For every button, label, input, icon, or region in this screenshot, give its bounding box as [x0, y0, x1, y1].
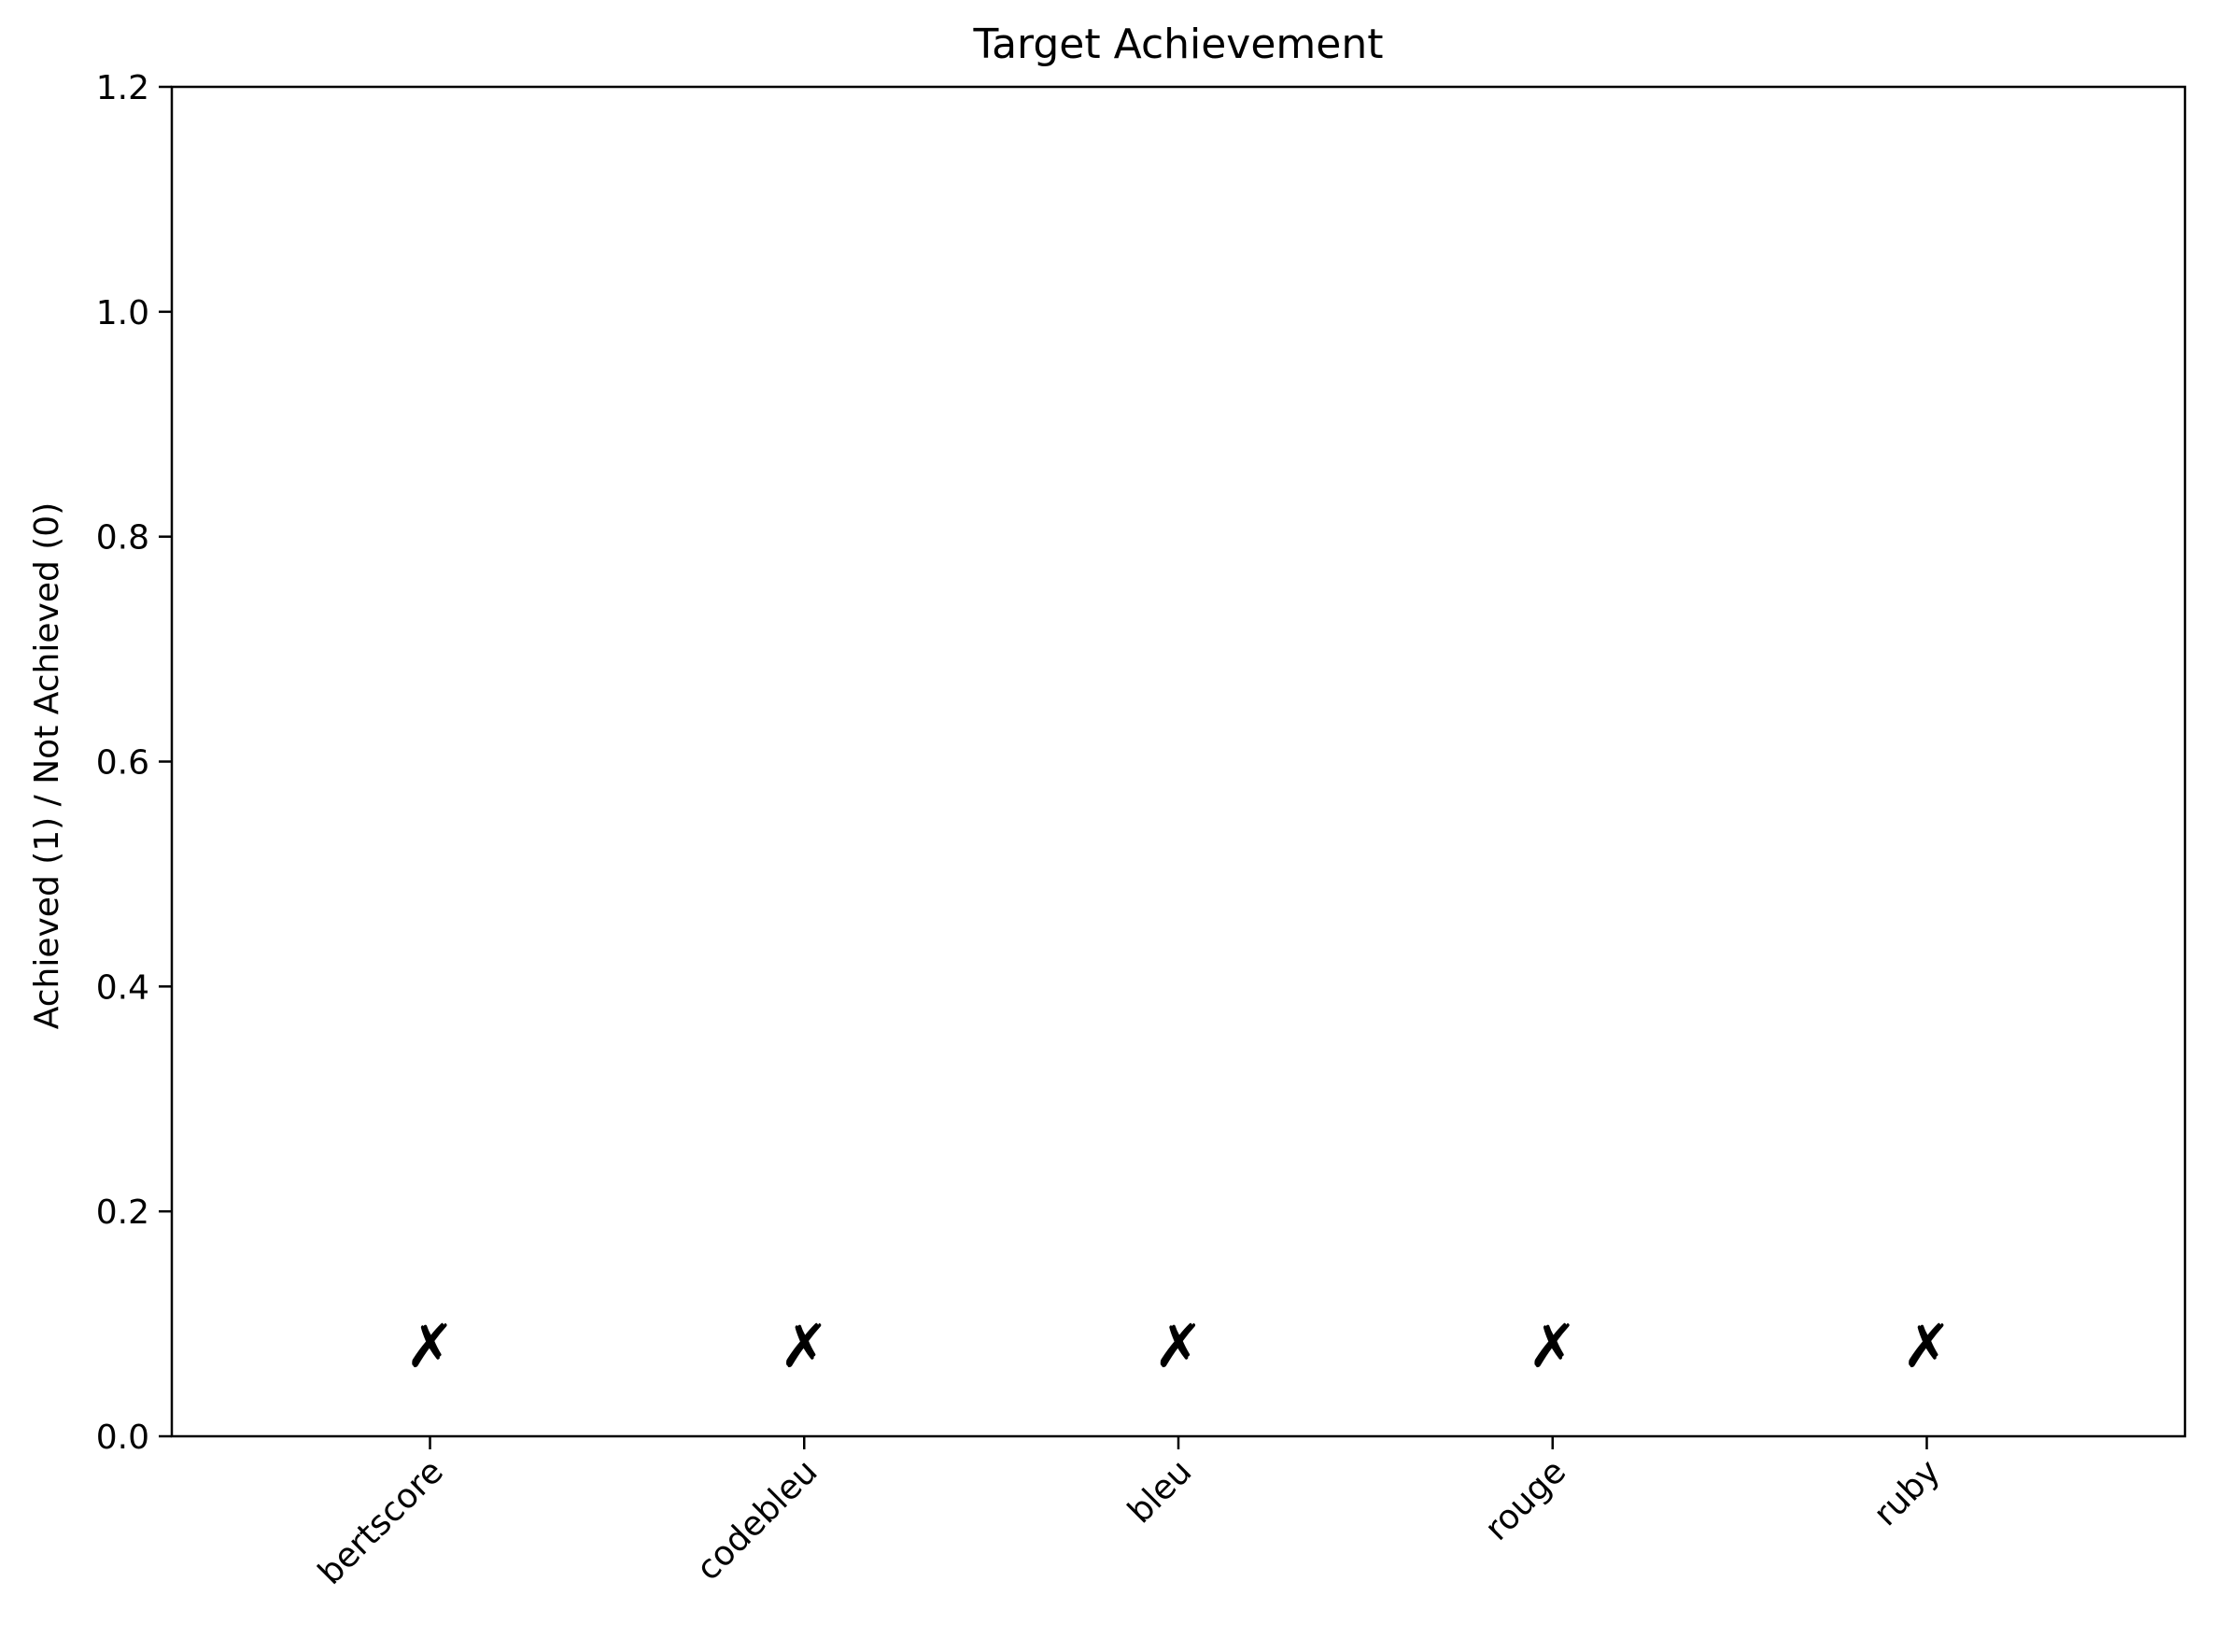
cross-icon: ✗: [405, 1313, 456, 1382]
cross-icon: ✗: [779, 1313, 829, 1382]
y-tick-label: 0.6: [96, 744, 149, 783]
chart-title: Target Achievement: [973, 21, 1384, 68]
y-tick-label: 0.2: [96, 1193, 149, 1232]
plot-area-frame: [170, 85, 2187, 1438]
cross-icon: ✗: [1528, 1313, 1578, 1382]
y-axis-label: Achieved (1) / Not Achieved (0): [28, 502, 66, 1030]
y-tick-label: 0.8: [96, 519, 149, 558]
cross-icon: ✗: [1902, 1313, 1952, 1382]
y-axis: 0.0 0.2 0.4 0.6 0.8 1.0 1.2: [96, 69, 172, 1457]
y-tick-label: 1.2: [96, 69, 149, 107]
y-tick-label: 0.4: [96, 968, 149, 1007]
y-tick-label: 0.0: [96, 1419, 149, 1457]
cross-icon: ✗: [1153, 1313, 1204, 1382]
annotation-markers: ✗ ✗ ✗ ✗ ✗: [405, 1313, 1952, 1382]
y-tick-label: 1.0: [96, 294, 149, 332]
